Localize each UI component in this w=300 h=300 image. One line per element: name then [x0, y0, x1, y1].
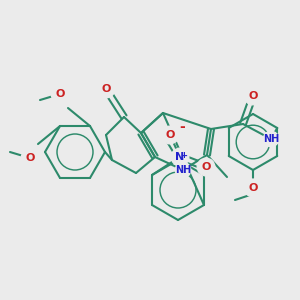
Text: N: N — [176, 152, 184, 162]
Text: O: O — [25, 153, 35, 163]
Text: NH: NH — [263, 134, 279, 144]
Circle shape — [263, 131, 279, 147]
Circle shape — [97, 80, 115, 98]
Circle shape — [21, 149, 39, 167]
Circle shape — [244, 87, 262, 105]
Text: O: O — [165, 130, 175, 140]
Text: O: O — [248, 183, 258, 193]
Circle shape — [161, 126, 179, 144]
Circle shape — [197, 158, 215, 176]
Circle shape — [244, 179, 262, 197]
Text: -: - — [179, 120, 185, 134]
Circle shape — [171, 148, 189, 166]
Circle shape — [51, 85, 69, 103]
Text: O: O — [101, 84, 111, 94]
Circle shape — [175, 162, 191, 178]
Text: NH: NH — [175, 165, 191, 175]
Text: O: O — [248, 91, 258, 101]
Text: O: O — [55, 89, 65, 99]
Text: O: O — [201, 162, 211, 172]
Text: +: + — [181, 151, 188, 160]
